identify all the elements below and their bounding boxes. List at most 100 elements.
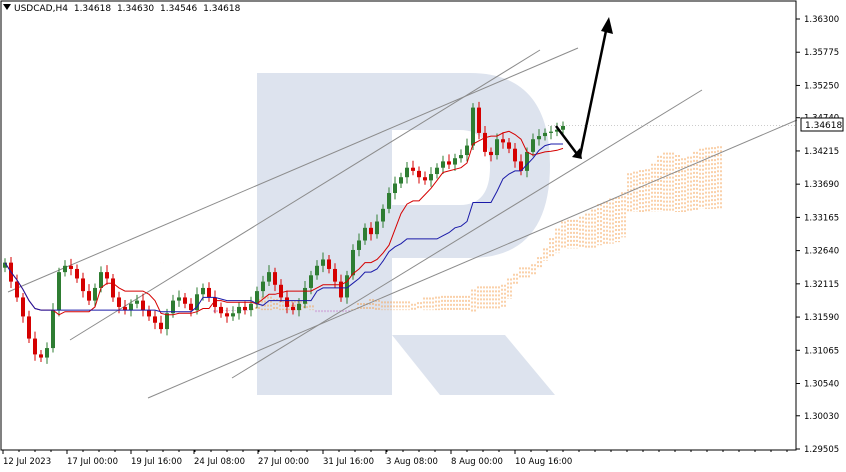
cloud-segment: [567, 219, 572, 249]
forecast-arrow-down: [555, 125, 578, 155]
candle: [177, 290, 181, 307]
candle: [45, 342, 49, 364]
candle: [297, 298, 301, 317]
cloud-segment: [513, 273, 518, 285]
y-tick-label: 1.33165: [804, 213, 839, 223]
candle: [243, 301, 247, 315]
candle: [477, 101, 481, 140]
candle: [219, 302, 223, 318]
candle: [33, 331, 37, 361]
y-tick-label: 1.35775: [804, 48, 839, 58]
trend-line: [7, 47, 579, 293]
candle: [129, 299, 133, 317]
x-tick-label: 3 Aug 08:00: [386, 457, 438, 467]
cloud-segment: [627, 173, 632, 213]
y-tick-label: 1.31590: [804, 313, 839, 323]
candle: [417, 166, 421, 184]
kijun-sen-line: [4, 143, 563, 313]
candlesticks: [3, 101, 565, 364]
y-tick-label: 1.29505: [804, 445, 839, 455]
candle: [291, 302, 295, 315]
candle: [93, 283, 97, 307]
x-tick-label: 8 Aug 00:00: [451, 457, 503, 467]
candle: [111, 274, 115, 302]
cloud-segment: [453, 295, 458, 311]
candle: [63, 260, 67, 277]
candle: [483, 125, 487, 157]
cloud-segment: [669, 152, 674, 213]
candle: [237, 302, 241, 320]
tenkan-sen-line: [4, 130, 564, 316]
cloud-segment: [435, 296, 440, 311]
candle: [303, 280, 307, 309]
candle: [171, 294, 175, 318]
y-tick-label: 1.32640: [804, 247, 839, 257]
cloud-segment: [417, 302, 422, 311]
candle: [531, 133, 535, 157]
cloud-segment: [699, 148, 704, 209]
cloud-segment: [495, 286, 500, 309]
candle: [213, 290, 217, 314]
candle: [315, 260, 319, 280]
candle: [549, 125, 553, 140]
cloud-segment: [639, 170, 644, 213]
collapse-triangle-icon[interactable]: [3, 4, 11, 10]
candle: [207, 282, 211, 302]
candle: [285, 290, 289, 314]
candle: [273, 267, 277, 292]
candle: [369, 222, 373, 241]
cloud-segment: [573, 219, 578, 249]
cloud-segment: [657, 155, 662, 213]
cloud-segment: [597, 204, 602, 246]
cloud-segment: [537, 257, 542, 269]
cloud-segment: [405, 301, 410, 311]
candle: [363, 223, 367, 245]
candle: [405, 162, 409, 184]
cloud-segment: [507, 278, 512, 300]
cloud-segment: [675, 155, 680, 213]
y-tick-label: 1.33690: [804, 180, 839, 190]
candle: [447, 154, 451, 169]
cloud-segment: [693, 151, 698, 211]
candle: [255, 286, 259, 309]
candle: [147, 305, 151, 321]
cloud-segment: [651, 163, 656, 213]
cloud-segment: [213, 310, 218, 313]
candle: [459, 149, 463, 163]
candle: [423, 171, 427, 185]
y-tick-label: 1.32115: [804, 280, 839, 290]
trend-lines: [7, 47, 798, 399]
candle: [27, 310, 31, 344]
x-tick-label: 31 Jul 16:00: [323, 457, 374, 467]
ichimoku-lines: [4, 130, 564, 316]
candle: [69, 258, 73, 276]
candle: [411, 160, 415, 176]
cloud-segment: [471, 289, 476, 312]
cloud-segment: [411, 303, 416, 311]
candle: [159, 315, 163, 334]
y-tick-label: 1.30030: [804, 412, 839, 422]
cloud-segment: [327, 310, 332, 314]
trend-line: [147, 119, 798, 399]
cloud-segment: [279, 300, 284, 311]
candle: [465, 138, 469, 162]
cloud-segment: [549, 238, 554, 257]
candle: [381, 204, 385, 228]
cloud-segment: [423, 297, 428, 311]
candle: [51, 303, 55, 353]
ohlc-high: 1.34630: [116, 4, 155, 14]
cloud-segment: [615, 196, 620, 243]
cloud-segment: [717, 146, 722, 209]
cloud-segment: [591, 209, 596, 249]
cloud-segment: [705, 147, 710, 209]
current-price-label: 1.34618: [805, 121, 842, 131]
cloud-segment: [519, 267, 524, 279]
candle: [393, 176, 397, 200]
time-axis: 12 Jul 2023 17 Jul 00:00 19 Jul 16:00 24 Ju…: [2, 450, 788, 467]
candle: [513, 143, 517, 168]
ohlc-open: 1.34618: [73, 4, 112, 14]
y-tick-label: 1.31065: [804, 346, 839, 356]
cloud-segment: [561, 221, 566, 249]
x-tick-label: 27 Jul 00:00: [258, 457, 309, 467]
